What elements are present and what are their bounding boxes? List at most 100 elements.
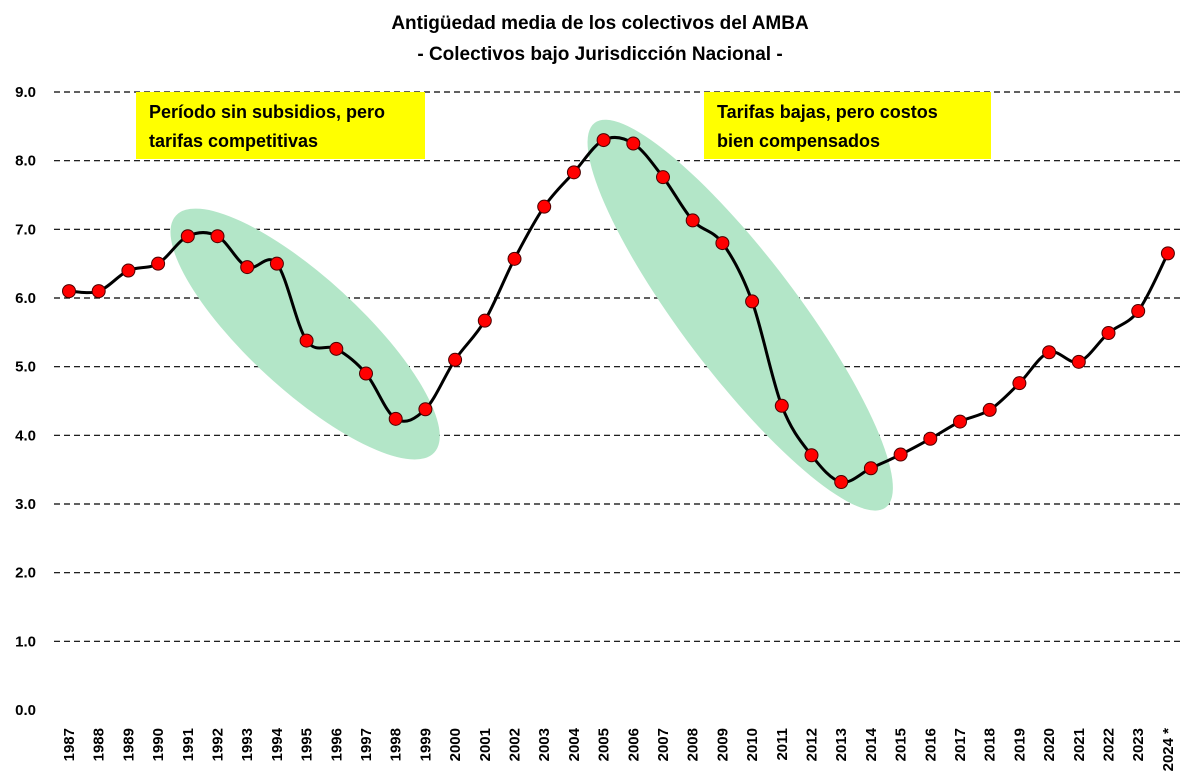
y-tick-label: 2.0 [15, 565, 36, 582]
x-tick-label: 1994 [269, 727, 286, 761]
data-point [1071, 354, 1086, 369]
y-tick-label: 3.0 [15, 496, 36, 513]
x-tick-label: 2016 [922, 728, 939, 761]
data-point [774, 398, 789, 413]
data-point [626, 136, 641, 151]
x-tick-label: 1998 [388, 728, 405, 761]
data-point [91, 284, 106, 299]
data-point [507, 251, 522, 266]
data-point [1101, 326, 1116, 341]
annotation-background [704, 92, 991, 159]
data-point [299, 333, 314, 348]
data-point [269, 256, 284, 271]
x-tick-label: 2011 [774, 728, 791, 761]
x-tick-label: 2001 [477, 728, 494, 761]
x-tick-label: 1988 [91, 728, 108, 761]
x-tick-label: 1995 [299, 728, 316, 761]
data-point [923, 431, 938, 446]
x-tick-label: 2007 [655, 728, 672, 761]
data-point [745, 294, 760, 309]
data-point [151, 256, 166, 271]
data-point [359, 366, 373, 381]
annotations: Período sin subsidios, pero tarifas compe… [136, 92, 991, 159]
data-point [953, 414, 967, 429]
chart-subtitle: - Colectivos bajo Jurisdicción Nacional … [417, 44, 783, 65]
x-tick-label: 2024 * [1160, 728, 1177, 772]
data-point [1160, 246, 1175, 261]
y-axis-tick-labels: 0.0 1.0 2.0 3.0 4.0 5.0 6.0 7.0 8.0 9.0 [15, 84, 36, 719]
y-tick-label: 1.0 [15, 633, 36, 650]
data-point [685, 213, 700, 228]
data-point [537, 199, 552, 214]
x-tick-label: 2004 [566, 727, 583, 761]
y-tick-label: 0.0 [15, 702, 36, 719]
y-tick-label: 7.0 [15, 221, 36, 238]
gridlines [54, 91, 1183, 642]
x-tick-label: 2022 [1101, 728, 1118, 761]
x-tick-label: 1991 [180, 728, 197, 761]
x-tick-label: 1987 [61, 728, 78, 761]
x-tick-label: 2006 [625, 728, 642, 761]
data-point [210, 229, 225, 244]
x-tick-label: 2002 [507, 728, 524, 761]
x-axis-tick-labels: 1987 1988 1989 1990 1991 1992 1993 1994 1995 1996… [61, 727, 1177, 771]
data-point [1042, 345, 1057, 360]
data-point [388, 411, 403, 426]
x-tick-label: 1999 [417, 728, 434, 761]
data-point [566, 165, 581, 180]
data-point [804, 448, 819, 463]
x-tick-label: 1992 [210, 728, 227, 761]
annotation-box: Período sin subsidios, pero tarifas compe… [136, 92, 425, 159]
x-tick-label: 2000 [447, 728, 464, 761]
data-point [982, 402, 997, 417]
x-tick-label: 2010 [744, 728, 761, 761]
x-tick-label: 1996 [328, 728, 345, 761]
x-tick-label: 2015 [893, 728, 910, 761]
annotation-text: Período sin subsidios, pero [149, 102, 385, 122]
data-point [329, 341, 344, 356]
y-tick-label: 5.0 [15, 359, 36, 376]
data-point [180, 229, 195, 244]
annotation-box: Tarifas bajas, pero costos bien compensad… [704, 92, 991, 159]
annotation-text: Tarifas bajas, pero costos [717, 102, 938, 122]
annotation-text: bien compensados [717, 131, 880, 151]
x-tick-label: 2014 [863, 727, 880, 761]
data-point [477, 313, 492, 328]
x-tick-label: 2021 [1071, 728, 1088, 761]
data-point [863, 461, 878, 476]
data-point [240, 260, 255, 275]
x-tick-label: 2023 [1130, 728, 1147, 761]
annotation-background [136, 92, 425, 159]
data-point [121, 263, 136, 278]
x-tick-label: 1989 [120, 728, 137, 761]
data-point [62, 284, 76, 299]
data-points [62, 133, 1175, 490]
y-tick-label: 9.0 [15, 84, 36, 101]
annotation-text: tarifas competitivas [149, 131, 318, 151]
x-tick-label: 2005 [596, 728, 613, 761]
data-point [834, 475, 849, 490]
y-tick-label: 4.0 [15, 427, 36, 444]
data-point [656, 170, 670, 185]
data-point [1131, 304, 1146, 319]
data-point [418, 402, 433, 417]
x-tick-label: 2012 [804, 728, 821, 761]
x-tick-label: 1993 [239, 728, 256, 761]
highlight-ellipse [587, 119, 893, 511]
x-tick-label: 2013 [833, 728, 850, 761]
data-point [715, 236, 730, 251]
chart-title: Antigüedad media de los colectivos del A… [391, 13, 809, 34]
x-tick-label: 2008 [685, 728, 702, 761]
y-tick-label: 6.0 [15, 290, 36, 307]
x-tick-label: 2017 [952, 728, 969, 761]
x-tick-label: 2020 [1041, 728, 1058, 761]
x-tick-label: 2019 [1011, 728, 1028, 761]
x-tick-label: 1997 [358, 728, 375, 761]
x-tick-label: 2009 [714, 728, 731, 761]
y-tick-label: 8.0 [15, 153, 36, 170]
data-point [1012, 376, 1027, 391]
data-point [596, 133, 611, 148]
x-tick-label: 2003 [536, 728, 553, 761]
x-tick-label: 2018 [982, 728, 999, 761]
